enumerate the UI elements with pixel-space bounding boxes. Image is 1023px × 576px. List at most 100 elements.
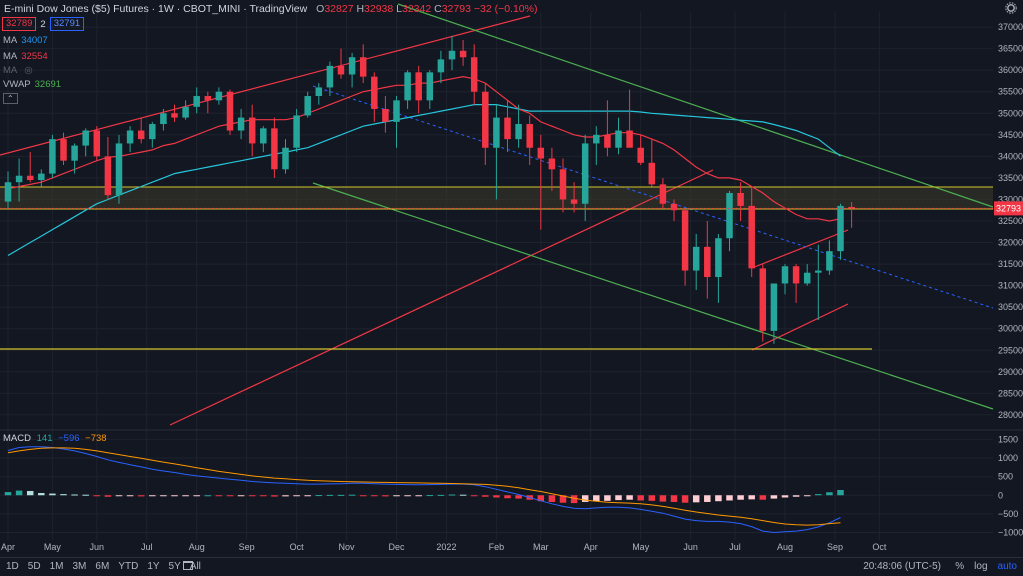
price-tick-label: 36000 — [998, 65, 1023, 75]
price-tick-label: 33000 — [998, 194, 1023, 204]
candle-body — [215, 91, 223, 101]
candle-body — [593, 134, 600, 144]
candle-body — [137, 130, 145, 140]
price-tick-label: 34500 — [998, 130, 1023, 140]
candle-body — [515, 124, 522, 140]
time-tick-label: Feb — [489, 542, 505, 552]
candle — [548, 147, 556, 191]
calendar-icon[interactable] — [183, 561, 193, 570]
macd-histogram-bar — [637, 495, 644, 501]
price-tick-label: 37000 — [998, 22, 1023, 32]
indicator-ma-2[interactable]: MA 32554 — [3, 51, 48, 62]
candle — [137, 117, 145, 144]
time-tick-label: Nov — [339, 542, 356, 552]
macd-histogram-bar — [704, 495, 711, 502]
macd-histogram-bar — [404, 495, 411, 497]
candle — [393, 96, 400, 148]
time-axis[interactable]: Apr May Jun Jul Aug Sep Oct Nov Dec 2022 Feb Mar Apr… — [1, 542, 887, 552]
macd-histogram-bar — [437, 494, 445, 496]
range-6m[interactable]: 6M — [95, 561, 110, 572]
candle-body — [237, 117, 245, 131]
macd-histogram-bar — [26, 490, 34, 496]
candle — [504, 100, 511, 153]
range-all[interactable]: All — [189, 561, 201, 572]
gear-icon[interactable] — [1005, 2, 1017, 14]
candle-body — [38, 173, 45, 181]
time-tick-label: May — [632, 542, 650, 552]
candle — [493, 104, 500, 200]
macd-histogram-bar — [115, 495, 123, 497]
collapse-legend-icon[interactable]: ⌃ — [3, 93, 18, 104]
range-1m[interactable]: 1M — [49, 561, 64, 572]
candle-body — [448, 50, 456, 60]
upper-green-line — [397, 3, 994, 208]
macd-histogram-bar — [304, 495, 311, 497]
range-1d[interactable]: 1D — [6, 561, 19, 572]
range-5d[interactable]: 5D — [27, 561, 41, 572]
candle — [71, 143, 78, 174]
lower-channel-red — [169, 169, 714, 426]
price-tick-label: 29500 — [998, 345, 1023, 355]
candle — [326, 61, 334, 97]
buy-button[interactable]: 32791 — [49, 17, 85, 31]
macd-histogram-bar — [504, 495, 511, 499]
indicator-vwap[interactable]: VWAP 32691 — [3, 79, 62, 90]
macd-histogram-bar — [482, 495, 489, 497]
candle-body — [60, 139, 67, 161]
macd-legend[interactable]: MACD 141 −596 −738 — [3, 433, 107, 444]
candle-body — [348, 57, 356, 75]
range-1y[interactable]: 1Y — [147, 561, 160, 572]
candle-body — [359, 57, 367, 77]
candle — [459, 40, 467, 66]
macd-histogram-bar — [759, 495, 767, 500]
macd-histogram-bar — [337, 494, 345, 496]
last-price-label: 32793 — [996, 203, 1021, 213]
candle — [526, 115, 533, 165]
macd-histogram-bar — [426, 495, 434, 497]
time-tick-label: Oct — [290, 542, 305, 552]
macd-tick-label: 500 — [998, 472, 1013, 482]
candle-body — [337, 65, 345, 75]
macd-histogram-bar — [104, 495, 112, 497]
macd-histogram-bar — [237, 495, 245, 497]
range-3m[interactable]: 3M — [72, 561, 87, 572]
candle-body — [504, 117, 511, 140]
candle — [237, 108, 245, 140]
price-tick-label: 30000 — [998, 324, 1023, 334]
short-channel-bottom — [751, 303, 849, 351]
indicator-ma-1[interactable]: MA 34007 — [3, 35, 48, 46]
sell-button[interactable]: 32789 — [2, 17, 37, 31]
macd-histogram-bar — [93, 495, 101, 497]
candle — [659, 177, 667, 209]
log-toggle[interactable]: log — [974, 561, 988, 572]
macd-histogram-bar — [670, 495, 678, 502]
macd-histogram-bar — [38, 493, 45, 496]
candle-body — [482, 91, 489, 148]
macd-histogram-bar — [393, 495, 400, 497]
candle-body — [126, 130, 134, 144]
auto-toggle[interactable]: auto — [997, 561, 1017, 572]
eye-hidden-icon[interactable]: ◎ — [24, 65, 33, 76]
macd-tick-label: 1000 — [998, 453, 1018, 463]
range-ytd[interactable]: YTD — [118, 561, 139, 572]
price-axis[interactable]: 37000 36500 36000 35500 35000 34500 34000 33500… — [0, 22, 1023, 420]
scale-controls: % log auto — [955, 561, 1017, 572]
macd-histogram-bar — [559, 495, 567, 503]
candle-body — [293, 115, 300, 148]
candle — [337, 48, 345, 79]
range-5y[interactable]: 5Y — [168, 561, 181, 572]
percent-toggle[interactable]: % — [955, 561, 965, 572]
candle-body — [426, 72, 434, 101]
candle — [15, 158, 23, 202]
macd-histogram-bar — [204, 495, 212, 497]
candle-body — [715, 238, 722, 278]
indicator-ma-3[interactable]: MA ◎ — [3, 65, 33, 76]
macd-histogram-bar — [803, 495, 811, 497]
clock-time[interactable]: 20:48:06 (UTC-5) — [863, 561, 941, 572]
macd-histogram-bar — [792, 495, 800, 497]
symbol-title[interactable]: E-mini Dow Jones ($5) Futures · 1W · CBO… — [4, 3, 308, 15]
candle-body — [792, 266, 800, 284]
macd-histogram-bar — [248, 495, 256, 497]
candle-body — [248, 117, 256, 144]
